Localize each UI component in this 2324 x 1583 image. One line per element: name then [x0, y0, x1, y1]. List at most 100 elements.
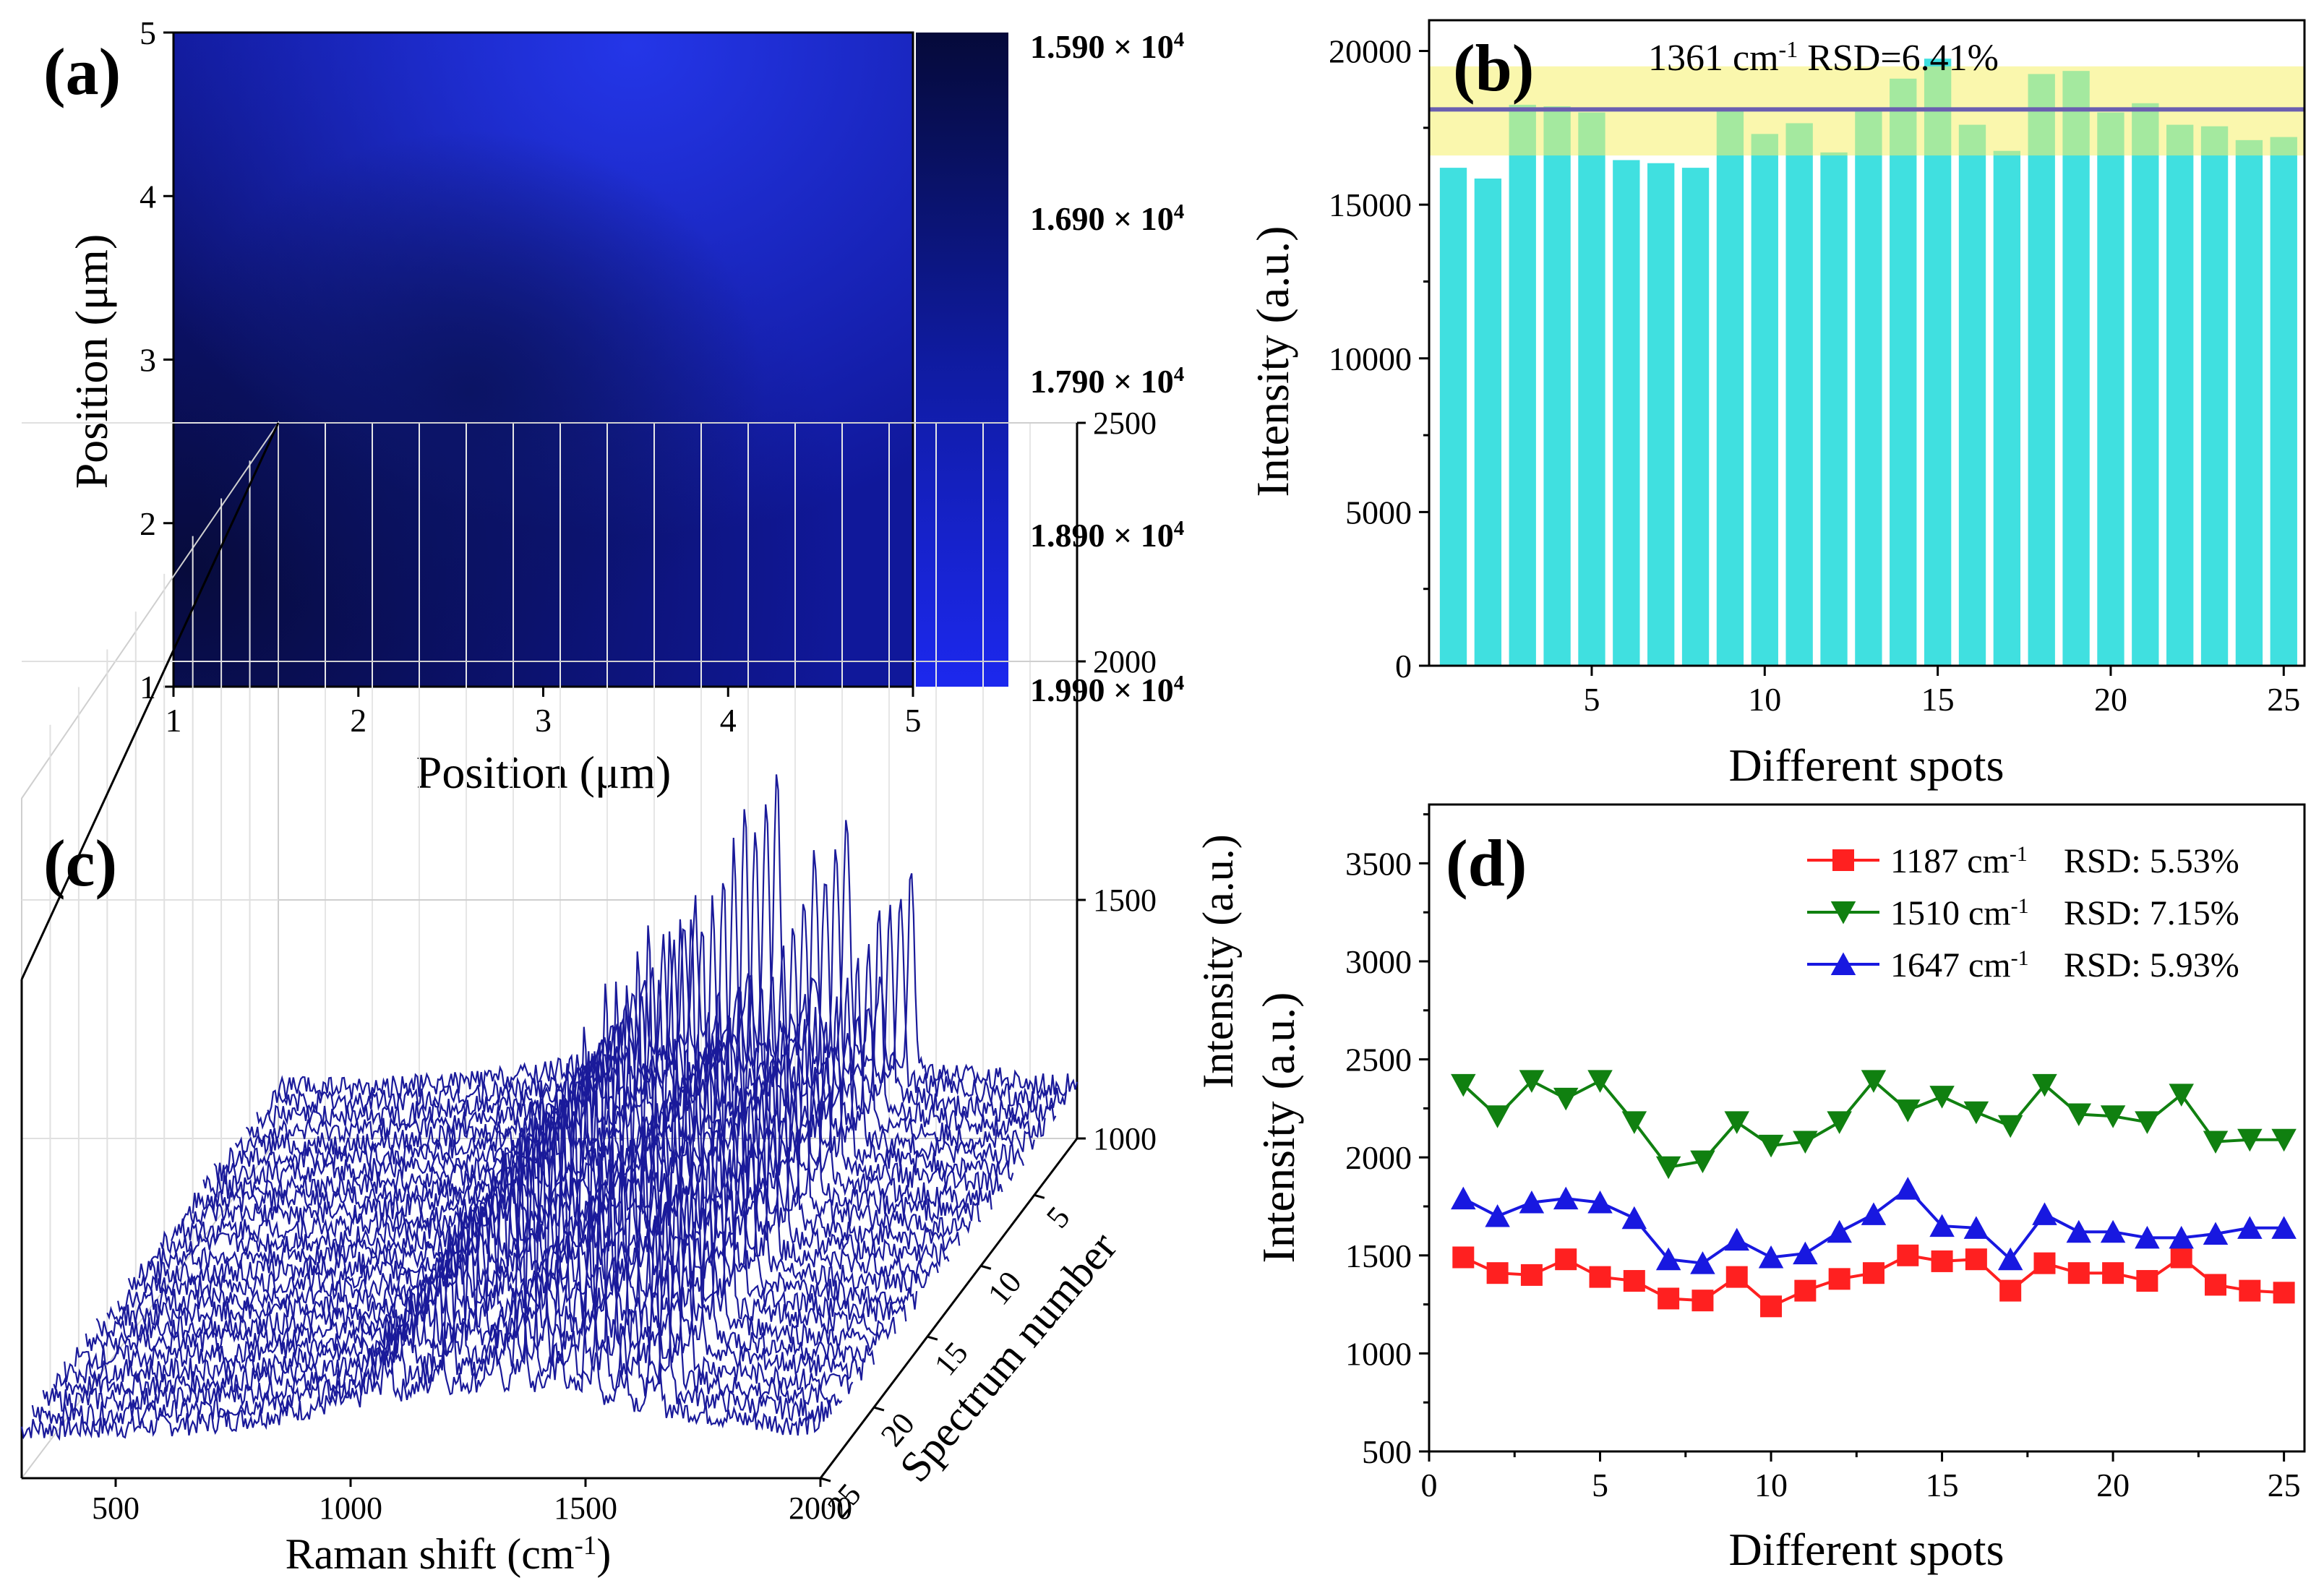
panel-c: 500 1000 1500 20001000150020002500510152025… — [20, 406, 1242, 1578]
bar — [2097, 112, 2124, 666]
waterfall-y-tick — [873, 1406, 885, 1412]
waterfall-z-tick-label: 2000 — [1093, 644, 1157, 679]
legend-rsd: RSD: 5.93% — [2064, 946, 2239, 984]
colorbar-label: 1.990 × 104 — [1030, 672, 1184, 708]
series-marker — [2203, 1131, 2229, 1154]
heatmap-x-tick-label: 4 — [720, 702, 737, 739]
series-marker — [1451, 1186, 1476, 1210]
heatmap-y-tick-label: 4 — [140, 178, 156, 215]
series-marker — [1760, 1295, 1783, 1318]
bar-y-tick-label: 10000 — [1329, 340, 1412, 377]
series-marker — [1553, 1186, 1579, 1210]
series-marker — [2102, 1262, 2124, 1284]
waterfall-z-axis-label: Intensity (a.u.) — [1194, 834, 1242, 1089]
spectrum-line — [31, 1101, 832, 1428]
series-marker — [1587, 1191, 1613, 1214]
colorbar-label: 1.790 × 104 — [1030, 363, 1184, 400]
series-marker — [1965, 1248, 1987, 1271]
colorbar-labels: 1.590 × 104 1.690 × 104 1.790 × 104 1.890 ×… — [1030, 28, 1184, 708]
bar — [1578, 112, 1605, 666]
series-marker — [2170, 1246, 2192, 1269]
spectrum-line — [277, 774, 1079, 1100]
bar-y-axis-label: Intensity (a.u.) — [1247, 226, 1298, 497]
bar — [2200, 126, 2229, 666]
bar — [1751, 134, 1778, 666]
colorbar-label: 1.590 × 104 — [1030, 28, 1184, 65]
series-marker — [1658, 1287, 1680, 1310]
series-marker — [1794, 1279, 1817, 1302]
panel-d-label: (d) — [1446, 826, 1527, 900]
series-marker — [1997, 1115, 2023, 1138]
series-marker — [1589, 1266, 1611, 1288]
series-marker — [1999, 1279, 2022, 1302]
legend-label: 1647 cm-1 — [1890, 946, 2029, 985]
line-x-tick-label: 25 — [2268, 1467, 2301, 1503]
colorbar-label: 1.890 × 104 — [1030, 517, 1184, 554]
line-x-axis-label: Different spots — [1729, 1524, 2004, 1575]
colorbar — [916, 33, 1008, 687]
bar — [1716, 111, 1744, 666]
spectrum-line — [181, 919, 982, 1227]
spectrum-line — [256, 832, 1057, 1130]
line-y-tick-label: 2500 — [1345, 1042, 1412, 1078]
series-marker — [1963, 1216, 1989, 1239]
series-marker — [1486, 1262, 1509, 1284]
waterfall-x-tick-label: 500 — [92, 1490, 140, 1526]
heatmap-y-axis-label: Position (μm) — [66, 234, 117, 489]
series-marker — [2136, 1270, 2158, 1292]
waterfall-z-tick-label: 2500 — [1093, 406, 1157, 441]
series-marker — [2169, 1084, 2194, 1107]
series-marker — [1793, 1131, 1818, 1154]
line-x-tick-label: 5 — [1592, 1467, 1608, 1503]
series-marker — [1832, 849, 1854, 871]
spectrum-line — [160, 979, 961, 1257]
series-marker — [2066, 1103, 2092, 1127]
heatmap-x-tick-label: 2 — [350, 702, 366, 739]
heatmap-x-axis-label: Position (μm) — [416, 747, 672, 798]
waterfall-y-tick — [1034, 1193, 1045, 1199]
series-marker — [1587, 1070, 1613, 1093]
series-marker — [2032, 1202, 2057, 1225]
heatmap-x-tick-label: 5 — [905, 702, 922, 739]
series-marker — [1485, 1204, 1510, 1227]
series-marker — [1997, 1247, 2023, 1271]
series-marker — [1451, 1073, 1476, 1097]
series-marker — [1895, 1099, 1921, 1123]
series-marker — [1758, 1245, 1784, 1269]
line-y-axis-label: Intensity (a.u.) — [1253, 992, 1304, 1264]
series-marker — [2100, 1105, 2126, 1128]
bar-x-tick-label: 15 — [1921, 681, 1955, 718]
series-line — [1462, 1078, 2284, 1169]
bar-ticks: 0 5000 10000 15000 20000 5 10 15 20 25 — [1329, 33, 2300, 718]
waterfall-y-tick — [820, 1477, 831, 1483]
spectrum-line — [267, 804, 1068, 1115]
series-marker — [1861, 1202, 1887, 1225]
waterfall-y-tick — [927, 1335, 938, 1341]
series-marker — [1621, 1206, 1647, 1230]
line-series — [1451, 1070, 2297, 1318]
series-marker — [2033, 1252, 2056, 1274]
series-marker — [2203, 1222, 2229, 1245]
bar-series — [1439, 59, 2297, 666]
line-y-tick-label: 3000 — [1345, 943, 1412, 980]
series-marker — [1725, 1266, 1748, 1288]
heatmap-center-shade — [173, 33, 913, 687]
bar-x-axis-label: Different spots — [1729, 739, 2004, 791]
series-marker — [1691, 1290, 1714, 1312]
spectrum-line — [53, 1104, 854, 1399]
heatmap-y-tick-label: 1 — [140, 669, 156, 705]
waterfall-x-axis-label: Raman shift (cm-1) — [286, 1530, 612, 1578]
spectrum-line — [64, 1092, 865, 1384]
spectrum-line — [85, 1026, 886, 1355]
line-x-tick-label: 10 — [1754, 1467, 1788, 1503]
line-x-tick-label: 15 — [1926, 1467, 1959, 1503]
series-marker — [1519, 1191, 1545, 1214]
bar — [2166, 124, 2194, 666]
waterfall-z-tick-label: 1000 — [1093, 1121, 1157, 1157]
line-x-tick-label: 20 — [2096, 1467, 2130, 1503]
bar — [1855, 111, 1882, 666]
bar-y-tick-label: 0 — [1395, 648, 1412, 685]
heatmap-x-tick-label: 3 — [535, 702, 552, 739]
series-marker — [1929, 1086, 1955, 1109]
series-square — [1452, 1244, 2295, 1318]
